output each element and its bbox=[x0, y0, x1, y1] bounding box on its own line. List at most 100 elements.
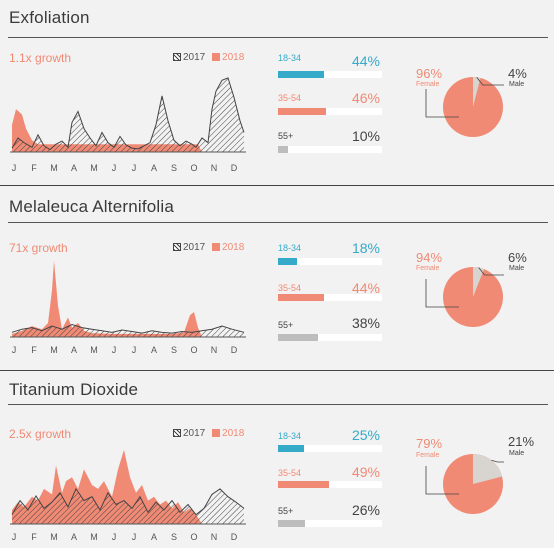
age-bar-fill bbox=[278, 294, 324, 301]
section-title: Exfoliation bbox=[9, 8, 90, 27]
male-pct: 6% bbox=[508, 250, 527, 265]
gender-pie bbox=[425, 454, 504, 514]
month-label: M bbox=[90, 163, 98, 173]
area-chart bbox=[10, 260, 246, 338]
month-label: D bbox=[230, 163, 238, 173]
month-label: F bbox=[31, 345, 37, 355]
legend-2017: 2017 bbox=[183, 52, 206, 63]
age-label-55-plus: 55+ bbox=[278, 131, 294, 141]
month-label: M bbox=[50, 532, 58, 542]
month-label: D bbox=[230, 345, 238, 355]
month-label: F bbox=[31, 532, 37, 542]
legend-swatch-2017 bbox=[173, 429, 181, 437]
age-bar-fill bbox=[278, 71, 324, 78]
month-label: D bbox=[230, 532, 238, 542]
month-label: A bbox=[70, 345, 78, 355]
male-pct: 4% bbox=[508, 66, 527, 81]
month-label: N bbox=[210, 345, 218, 355]
age-pct-35-54: 44% bbox=[351, 280, 380, 296]
chart-legend: 2017 2018 bbox=[173, 242, 244, 253]
age-pct-55-plus: 10% bbox=[351, 128, 380, 144]
section-melaleuca: Melaleuca Alternifolia 71x growth 2017 2… bbox=[0, 185, 554, 371]
area-chart bbox=[10, 449, 246, 525]
age-pct-55-plus: 38% bbox=[351, 315, 380, 331]
age-pct-18-34: 44% bbox=[351, 53, 380, 69]
legend-2017: 2017 bbox=[183, 242, 206, 253]
legend-2018: 2018 bbox=[222, 52, 245, 63]
month-label: J bbox=[11, 532, 17, 542]
male-leader-line bbox=[478, 267, 504, 276]
female-pct: 94% bbox=[416, 250, 443, 265]
female-label: Female bbox=[416, 452, 440, 459]
pie-slice-male bbox=[473, 267, 485, 297]
series-2017-line bbox=[11, 487, 245, 516]
age-label-55-plus: 55+ bbox=[278, 320, 294, 330]
section-title: Titanium Dioxide bbox=[9, 380, 139, 399]
female-leader-line bbox=[425, 279, 459, 308]
month-label: A bbox=[70, 532, 78, 542]
age-label-35-54: 35-54 bbox=[278, 283, 302, 293]
month-label: A bbox=[70, 163, 78, 173]
month-label: S bbox=[170, 345, 178, 355]
section-titanium-dioxide: Titanium Dioxide 2.5x growth 2017 2018 J… bbox=[0, 370, 554, 548]
section-exfoliation: Exfoliation 1.1x growth 2017 2018 J F M A M J… bbox=[0, 0, 554, 186]
month-label: N bbox=[210, 163, 218, 173]
divider bbox=[8, 37, 548, 38]
age-bar-55-plus bbox=[278, 520, 382, 527]
area-chart bbox=[10, 77, 246, 153]
month-label: M bbox=[50, 345, 58, 355]
age-bar-fill bbox=[278, 108, 326, 115]
female-leader-line bbox=[425, 89, 459, 118]
month-label: M bbox=[90, 532, 98, 542]
legend-2018: 2018 bbox=[222, 428, 245, 439]
pie-slice-male bbox=[473, 454, 503, 484]
age-label-18-34: 18-34 bbox=[278, 431, 302, 441]
chart-legend: 2017 2018 bbox=[173, 52, 244, 63]
age-bar-fill bbox=[278, 334, 318, 341]
age-label-35-54: 35-54 bbox=[278, 93, 302, 103]
month-label: O bbox=[190, 345, 198, 355]
male-pct: 21% bbox=[508, 434, 535, 449]
series-2017-area bbox=[12, 324, 244, 337]
male-label: Male bbox=[509, 81, 525, 88]
age-label-35-54: 35-54 bbox=[278, 468, 302, 478]
month-label: A bbox=[150, 345, 158, 355]
series-2018-area bbox=[12, 260, 202, 337]
series-2017-line bbox=[11, 77, 245, 151]
gender-pie bbox=[425, 267, 504, 327]
female-leader-line bbox=[425, 466, 459, 495]
month-label: M bbox=[90, 345, 98, 355]
female-label: Female bbox=[416, 81, 440, 88]
age-bar-35-54 bbox=[278, 481, 382, 488]
month-label: J bbox=[111, 345, 117, 355]
gender-pie bbox=[425, 76, 504, 137]
age-bar-18-34 bbox=[278, 71, 382, 78]
legend-swatch-2018 bbox=[212, 243, 221, 251]
month-label: J bbox=[11, 345, 17, 355]
growth-label: 1.1x growth bbox=[9, 51, 72, 65]
male-leader-line bbox=[476, 76, 504, 86]
divider bbox=[8, 222, 548, 223]
age-label-55-plus: 55+ bbox=[278, 506, 294, 516]
month-label: J bbox=[11, 163, 17, 173]
age-bar-35-54 bbox=[278, 108, 382, 115]
month-label: J bbox=[111, 532, 117, 542]
growth-label: 71x growth bbox=[9, 241, 68, 255]
month-label: F bbox=[31, 163, 37, 173]
month-label: O bbox=[190, 532, 198, 542]
month-label: S bbox=[170, 163, 178, 173]
age-bar-fill bbox=[278, 481, 329, 488]
section-top-line bbox=[0, 370, 554, 371]
male-label: Male bbox=[509, 265, 525, 272]
female-pct: 96% bbox=[416, 66, 443, 81]
month-label: J bbox=[131, 163, 137, 173]
pie-slice-male bbox=[473, 77, 481, 107]
month-label: A bbox=[150, 163, 158, 173]
chart-legend: 2017 2018 bbox=[173, 428, 244, 439]
section-title: Melaleuca Alternifolia bbox=[9, 197, 175, 216]
male-leader-line bbox=[491, 459, 504, 463]
